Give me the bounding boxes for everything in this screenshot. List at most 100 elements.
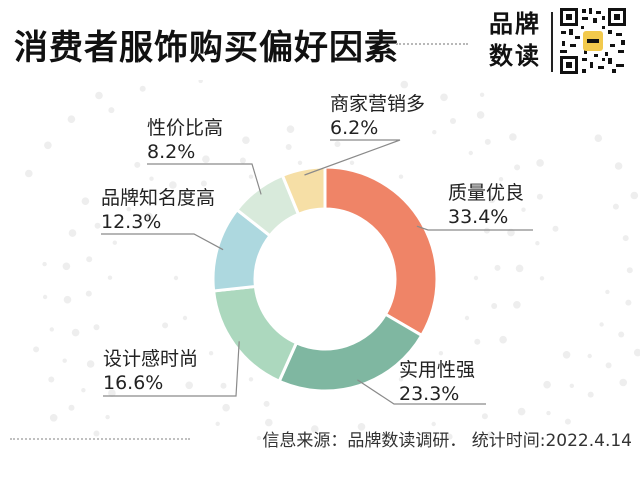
background-dot xyxy=(139,85,146,92)
leader-commerce-marketing xyxy=(304,139,401,176)
label-quality-name: 质量优良 xyxy=(448,182,525,204)
background-dot xyxy=(162,322,169,329)
background-dot xyxy=(67,115,76,123)
background-dot xyxy=(612,203,619,210)
label-value-for-money-name: 性价比高 xyxy=(147,117,224,139)
background-dot xyxy=(476,111,485,119)
background-dot xyxy=(149,176,154,181)
brand-line-1: 品牌 xyxy=(489,10,541,38)
brand-divider xyxy=(551,12,553,72)
background-dot xyxy=(108,107,115,114)
header: 消费者服饰购买偏好因素 品牌 数读 xyxy=(0,0,640,88)
background-dot xyxy=(474,338,481,345)
background-dot xyxy=(484,138,491,145)
background-dot xyxy=(216,129,221,135)
background-dot xyxy=(297,160,303,165)
background-dot xyxy=(112,240,118,245)
background-dot xyxy=(81,388,86,393)
background-dot xyxy=(446,433,453,440)
label-design-fashion: 设计感时尚 16.6% xyxy=(103,347,198,395)
background-dot xyxy=(400,80,409,89)
label-practicality-name: 实用性强 xyxy=(399,359,476,381)
background-dot xyxy=(543,380,551,389)
source-note: 信息来源：品牌数读调研． 统计时间:2022.4.14 xyxy=(262,431,632,451)
background-dot xyxy=(126,207,131,212)
background-dot xyxy=(464,315,470,321)
background-dot xyxy=(134,161,141,168)
background-dot xyxy=(93,324,100,331)
background-dot xyxy=(265,418,273,427)
background-dot xyxy=(349,160,355,165)
background-dot xyxy=(222,403,230,412)
background-dot xyxy=(42,294,48,300)
background-dot xyxy=(539,276,545,281)
footer: 信息来源：品牌数读调研． 统计时间:2022.4.14 xyxy=(0,420,640,460)
background-dot xyxy=(285,144,292,150)
leader-practicality xyxy=(357,379,486,405)
background-dot xyxy=(286,125,295,133)
label-commerce-marketing: 商家营销多 6.2% xyxy=(330,92,425,140)
background-dot xyxy=(546,410,551,416)
background-dot xyxy=(173,275,179,281)
slice-commerce-marketing xyxy=(280,165,327,217)
background-dot xyxy=(440,93,448,102)
background-dot xyxy=(614,162,623,170)
footer-divider xyxy=(10,438,190,440)
background-dot xyxy=(491,303,498,309)
background-dot xyxy=(86,360,95,368)
leader-brand-awareness xyxy=(101,233,224,251)
background-dot xyxy=(626,267,633,274)
background-dot xyxy=(625,299,632,306)
background-dot xyxy=(521,207,526,212)
background-dot xyxy=(630,191,639,200)
background-dot xyxy=(431,421,436,427)
label-commerce-marketing-name: 商家营销多 xyxy=(330,93,426,115)
background-dot xyxy=(498,177,504,182)
background-dot xyxy=(179,150,184,155)
background-dot xyxy=(107,275,113,280)
background-dot xyxy=(507,228,515,237)
background-dot xyxy=(202,155,210,163)
background-dot xyxy=(263,400,270,407)
background-dot xyxy=(105,414,110,420)
label-brand-awareness-value: 12.3% xyxy=(101,211,162,233)
background-dot xyxy=(473,275,479,281)
background-dot xyxy=(256,435,262,440)
background-dot xyxy=(63,295,72,304)
background-dot xyxy=(68,404,75,411)
background-dot xyxy=(71,328,80,337)
background-dot xyxy=(499,335,507,344)
background-dot xyxy=(594,134,603,142)
background-dot xyxy=(220,382,227,389)
background-dot xyxy=(514,164,521,171)
background-dot xyxy=(450,118,456,124)
background-dot xyxy=(536,159,544,167)
background-dot xyxy=(62,262,71,271)
background-dot xyxy=(368,92,375,99)
background-dot xyxy=(68,229,77,237)
background-dot xyxy=(564,418,571,425)
background-dot xyxy=(62,358,67,363)
background-dot xyxy=(518,435,523,440)
label-commerce-marketing-value: 6.2% xyxy=(330,117,379,139)
background-dot xyxy=(145,212,153,221)
label-value-for-money-value: 8.2% xyxy=(147,141,196,163)
background-dot xyxy=(633,348,640,357)
background-dot xyxy=(33,346,40,353)
background-dot xyxy=(398,377,404,382)
label-practicality: 实用性强 23.3% xyxy=(399,358,475,406)
background-dot xyxy=(587,391,594,398)
background-dot xyxy=(169,181,177,189)
background-dot xyxy=(487,195,496,204)
background-dot xyxy=(513,301,521,309)
background-dot xyxy=(42,261,47,267)
background-dot xyxy=(410,102,417,109)
background-dot xyxy=(357,423,366,431)
background-dot xyxy=(108,389,116,397)
label-quality: 质量优良 33.4% xyxy=(448,181,524,229)
label-design-fashion-name: 设计感时尚 xyxy=(103,348,199,370)
label-brand-awareness: 品牌知名度高 12.3% xyxy=(101,186,215,234)
background-dot xyxy=(49,414,58,422)
brand-logo: 品牌 数读 xyxy=(484,8,546,72)
